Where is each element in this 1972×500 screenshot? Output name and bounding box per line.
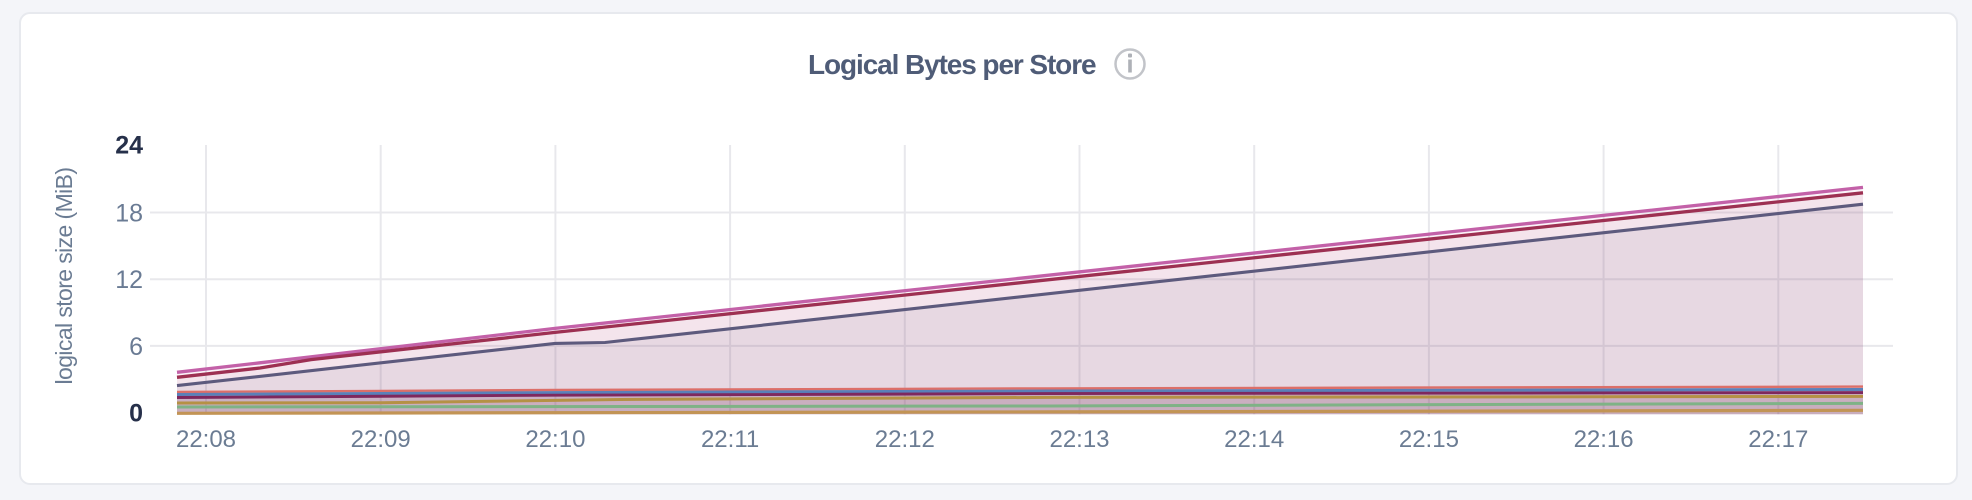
- svg-text:22:12: 22:12: [875, 426, 935, 453]
- svg-text:22:11: 22:11: [701, 426, 759, 453]
- svg-text:6: 6: [129, 333, 143, 361]
- svg-text:Logical Bytes per Store: Logical Bytes per Store: [808, 49, 1096, 80]
- svg-text:22:09: 22:09: [351, 426, 411, 453]
- svg-text:22:14: 22:14: [1224, 426, 1284, 453]
- svg-text:12: 12: [115, 266, 143, 294]
- svg-text:22:10: 22:10: [525, 426, 585, 453]
- svg-text:22:16: 22:16: [1574, 426, 1634, 453]
- svg-text:22:15: 22:15: [1399, 426, 1459, 453]
- svg-text:logical store size (MiB): logical store size (MiB): [51, 168, 77, 385]
- svg-text:22:17: 22:17: [1748, 426, 1808, 453]
- svg-text:22:13: 22:13: [1049, 426, 1109, 453]
- svg-text:0: 0: [129, 400, 143, 428]
- svg-text:24: 24: [115, 132, 143, 160]
- svg-text:22:08: 22:08: [176, 426, 236, 453]
- svg-text:18: 18: [115, 199, 143, 227]
